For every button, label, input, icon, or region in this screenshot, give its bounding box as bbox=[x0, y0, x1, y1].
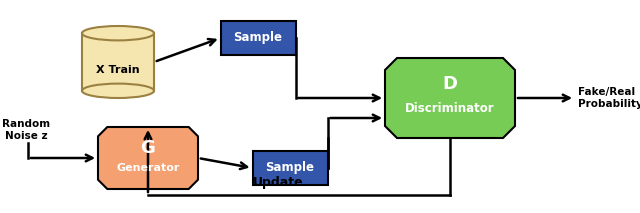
FancyBboxPatch shape bbox=[221, 21, 296, 55]
Text: Random
Noise z: Random Noise z bbox=[2, 119, 50, 141]
Ellipse shape bbox=[82, 83, 154, 98]
Text: Discriminator: Discriminator bbox=[405, 102, 495, 115]
Polygon shape bbox=[98, 127, 198, 189]
Ellipse shape bbox=[82, 26, 154, 40]
Text: Update: Update bbox=[253, 176, 304, 189]
Text: Fake/Real
Probability: Fake/Real Probability bbox=[578, 87, 640, 109]
Text: D: D bbox=[442, 75, 458, 93]
Text: Sample: Sample bbox=[266, 161, 314, 174]
Text: Generator: Generator bbox=[116, 163, 180, 173]
Text: G: G bbox=[141, 139, 156, 157]
Text: X Train: X Train bbox=[96, 65, 140, 75]
FancyBboxPatch shape bbox=[253, 151, 328, 185]
Polygon shape bbox=[385, 58, 515, 138]
FancyBboxPatch shape bbox=[82, 33, 154, 91]
Text: Sample: Sample bbox=[234, 32, 282, 45]
